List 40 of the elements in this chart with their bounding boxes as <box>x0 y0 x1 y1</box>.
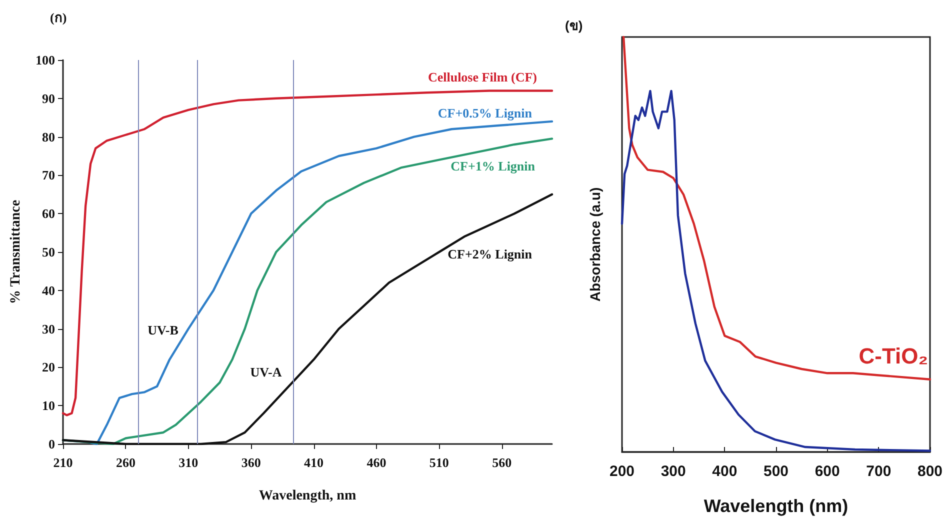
x-tick-label: 400 <box>712 463 738 480</box>
y-axis-title: Absorbance (a.u) <box>587 187 603 302</box>
x-tick-label: 560 <box>492 455 512 470</box>
y-tick-label: 100 <box>36 52 55 68</box>
y-tick-label: 30 <box>42 321 55 336</box>
y-tick-label: 60 <box>42 206 55 222</box>
series-label: C-TiO₂ <box>858 344 928 368</box>
chart-title: (ก) <box>50 10 67 25</box>
series-label: CF+0.5% Lignin <box>438 106 533 120</box>
x-tick-label: 300 <box>660 463 686 480</box>
x-tick-label: 260 <box>116 455 136 470</box>
y-tick-label: 10 <box>42 398 55 414</box>
x-tick-label: 800 <box>917 463 943 480</box>
x-tick-label: 360 <box>241 455 261 470</box>
x-tick-label: 700 <box>866 463 892 480</box>
series-label: CF+2% Lignin <box>448 246 533 262</box>
x-tick-label: 410 <box>304 455 324 470</box>
x-tick-label: 460 <box>366 455 386 470</box>
x-axis-title: Wavelength (nm) <box>704 496 848 516</box>
x-tick-label: 600 <box>814 463 840 480</box>
annotation: UV-B <box>148 322 179 338</box>
y-tick-label: 40 <box>42 282 55 298</box>
y-tick-label: 70 <box>42 168 55 183</box>
annotation: UV-A <box>250 364 282 380</box>
x-tick-label: 210 <box>53 455 73 470</box>
x-axis-title: Wavelength, nm <box>258 488 356 504</box>
y-tick-label: 20 <box>42 360 55 375</box>
y-tick-label: 50 <box>42 244 55 260</box>
y-axis-title: % Transmittance <box>8 200 24 304</box>
x-tick-label: 500 <box>763 463 789 480</box>
y-tick-label: 90 <box>42 90 55 106</box>
x-tick-label: 200 <box>609 463 635 480</box>
y-tick-label: 0 <box>48 436 55 452</box>
y-tick-label: 80 <box>42 129 55 144</box>
x-tick-label: 510 <box>429 455 449 470</box>
line-series <box>62 90 554 416</box>
series-label: CF+1% Lignin <box>450 158 536 174</box>
series-label: Cellulose Film (CF) <box>428 70 537 84</box>
x-tick-label: 310 <box>178 455 198 470</box>
chart-title: (ข) <box>565 18 583 33</box>
